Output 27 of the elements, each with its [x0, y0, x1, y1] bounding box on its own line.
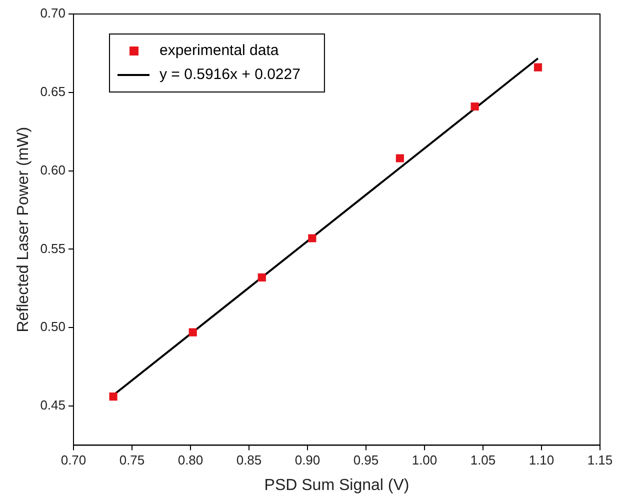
point — [188, 328, 197, 336]
point — [109, 392, 118, 401]
x-axis-title: PSD Sum Signal (V) — [264, 476, 410, 494]
x-tick-label: 1.10 — [528, 452, 554, 468]
point — [470, 102, 479, 111]
x-tick-label: 1.00 — [412, 452, 438, 468]
x-tick-label: 0.70 — [60, 452, 86, 468]
x-tick-label: 0.85 — [236, 452, 262, 468]
legend-label: y = 0.5916x + 0.0227 — [160, 66, 300, 84]
y-axis-title: Reflected Laser Power (mW) — [15, 126, 32, 332]
x-tick-label: 1.05 — [470, 452, 496, 468]
point — [258, 273, 266, 282]
y-tick-label: 0.70 — [40, 6, 66, 21]
x-tick-label: 0.75 — [119, 452, 145, 468]
y-tick-label: 0.55 — [40, 240, 66, 256]
x-tick-label: 0.90 — [294, 452, 320, 468]
x-tick-label: 0.80 — [178, 452, 204, 468]
x-tick-label: 1.15 — [587, 452, 613, 468]
y-tick-label: 0.65 — [40, 84, 66, 99]
legend-label: experimental data — [160, 42, 280, 60]
y-tick-label: 0.45 — [40, 398, 66, 413]
y-tick-label: 0.50 — [40, 319, 66, 334]
y-tick-label: 0.60 — [40, 162, 66, 178]
point — [534, 63, 542, 72]
x-tick-label: 0.95 — [353, 452, 379, 468]
point — [308, 234, 316, 242]
point — [396, 154, 404, 162]
